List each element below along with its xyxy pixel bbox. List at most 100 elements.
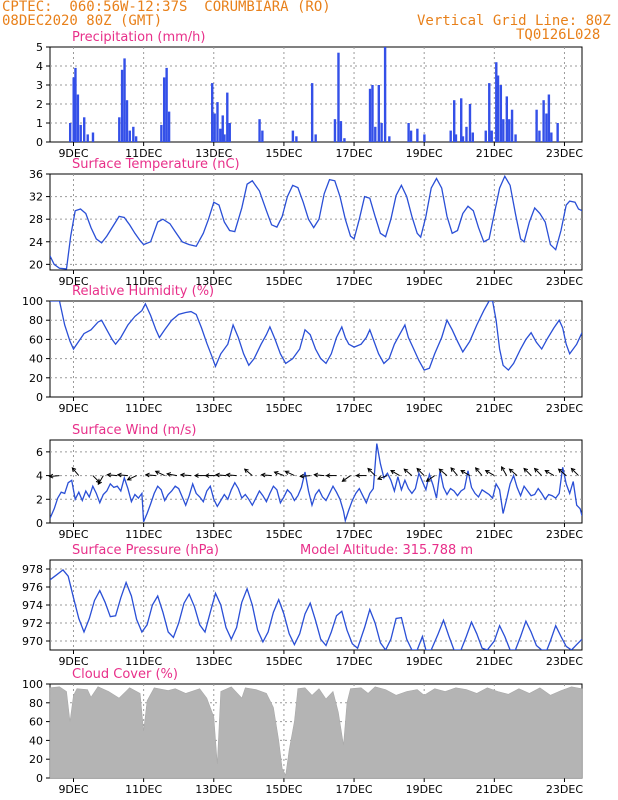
precip-bar	[132, 126, 135, 142]
wind-arrow	[485, 470, 495, 477]
wind-arrow-head	[179, 472, 185, 478]
wind-arrow	[314, 474, 325, 477]
precip-bar	[261, 130, 264, 142]
precip-bar	[228, 123, 231, 142]
precip-bar	[371, 85, 374, 142]
wind-arrow	[403, 468, 413, 476]
wind-arrow	[274, 471, 285, 477]
precip-bar	[167, 111, 171, 142]
precip-bar	[538, 130, 541, 142]
precip-bar	[449, 130, 452, 142]
y-tick-label: 40	[29, 734, 43, 747]
x-tick-label: 15DEC	[265, 402, 302, 415]
x-tick-label: 23DEC	[546, 147, 583, 160]
x-tick-label: 21DEC	[476, 528, 513, 541]
x-tick-label: 9DEC	[58, 147, 88, 160]
precip-bar	[91, 132, 95, 142]
precip-bar	[556, 123, 559, 142]
x-tick-label: 23DEC	[546, 783, 583, 796]
header-grid-note: Vertical Grid Line: 80Z	[417, 13, 611, 29]
wind-arrow-head	[166, 472, 172, 477]
x-tick-label: 9DEC	[58, 275, 88, 288]
wind-arrow-head	[508, 468, 514, 474]
precip-bar	[388, 136, 391, 142]
x-tick-label: 21DEC	[476, 655, 513, 668]
precip-bar	[226, 92, 229, 142]
x-tick-label: 17DEC	[335, 783, 372, 796]
precip-bar	[488, 83, 491, 142]
header-model-id: TQ0126L028	[516, 27, 601, 43]
x-tick-label: 15DEC	[265, 147, 302, 160]
precip-bar	[547, 94, 551, 142]
header-station: CPTEC: 060:56W-12:37S CORUMBIARA (RO)	[2, 0, 331, 15]
wind-arrow	[501, 466, 508, 476]
precip-bar	[118, 117, 121, 142]
precip-bar	[79, 124, 82, 142]
wind-arrow-head	[243, 468, 249, 474]
wind-arrow-head	[460, 470, 466, 475]
precip-bar	[461, 136, 465, 142]
precip-bar	[314, 134, 317, 142]
wind-arrow-head	[416, 467, 422, 473]
wind-arrow	[180, 474, 192, 477]
wind-arrow-head	[116, 472, 122, 478]
panel-title: Cloud Cover (%)	[72, 667, 178, 682]
y-tick-label: 60	[29, 716, 43, 729]
precip-bar	[76, 94, 80, 142]
x-tick-label: 17DEC	[335, 402, 372, 415]
y-tick-label: 80	[29, 697, 43, 710]
precip-bar	[383, 47, 387, 142]
wind-arrow-head	[299, 473, 305, 479]
series-line	[50, 569, 582, 650]
wind-arrow-head	[225, 472, 231, 478]
precip-bar	[291, 130, 295, 142]
wind-arrow-head	[450, 467, 455, 472]
wind-arrow-head	[403, 468, 409, 474]
x-tick-label: 19DEC	[406, 147, 443, 160]
wind-arrow	[439, 468, 448, 476]
wind-arrow	[261, 474, 272, 477]
y-tick-label: 32	[29, 191, 43, 204]
x-tick-label: 13DEC	[195, 275, 232, 288]
panel-title: Surface Wind (m/s)	[72, 423, 196, 438]
x-tick-label: 13DEC	[195, 147, 232, 160]
wind-arrow	[285, 470, 295, 477]
panel-title: Precipitation (mm/h)	[72, 30, 205, 45]
wind-arrow	[475, 467, 483, 476]
precip-bar	[343, 138, 346, 142]
x-tick-label: 19DEC	[406, 275, 443, 288]
precip-bar	[339, 121, 343, 142]
wind-arrow-head	[484, 470, 490, 475]
wind-arrow-head	[501, 466, 506, 471]
wind-arrow-head	[48, 473, 54, 479]
y-tick-label: 100	[22, 678, 43, 691]
precip-bar	[460, 98, 463, 142]
y-tick-label: 978	[22, 563, 43, 576]
x-tick-label: 11DEC	[125, 783, 162, 796]
wind-arrow	[155, 470, 165, 477]
precip-bar	[219, 128, 222, 142]
y-tick-label: 3	[36, 79, 43, 92]
x-tick-label: 13DEC	[195, 528, 232, 541]
wind-arrow-head	[273, 471, 279, 476]
wind-arrow-head	[376, 475, 382, 481]
y-tick-label: 24	[29, 236, 43, 249]
y-tick-label: 0	[36, 772, 43, 785]
x-tick-label: 11DEC	[125, 655, 162, 668]
wind-arrow	[300, 475, 311, 477]
panel-frame	[49, 439, 583, 524]
wind-arrow	[545, 470, 555, 477]
wind-arrow	[558, 468, 567, 476]
x-tick-label: 9DEC	[58, 655, 88, 668]
x-tick-label: 17DEC	[335, 655, 372, 668]
wind-arrow-head	[474, 467, 480, 472]
precip-bar	[423, 134, 426, 142]
y-tick-label: 20	[29, 372, 43, 385]
precip-bar	[471, 132, 474, 142]
x-tick-label: 17DEC	[335, 275, 372, 288]
wind-arrow-head	[570, 467, 576, 473]
precip-bar	[123, 58, 126, 142]
wind-arrow-head	[390, 470, 395, 475]
precip-bar	[134, 136, 138, 142]
